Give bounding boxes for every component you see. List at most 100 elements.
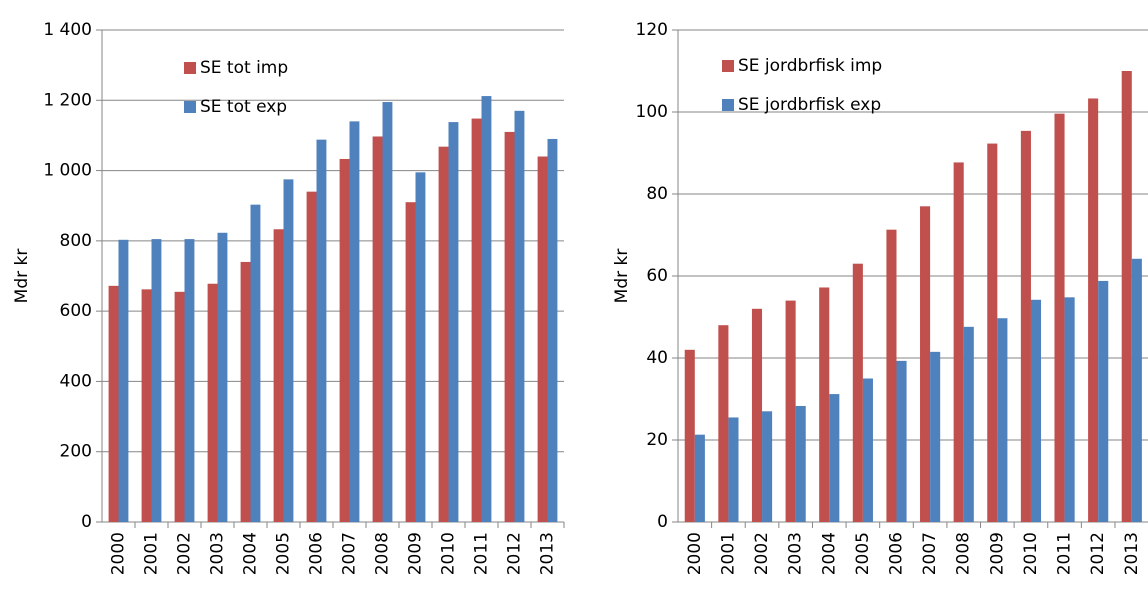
y-tick-label: 60: [646, 266, 668, 286]
legend-swatch: [722, 60, 734, 72]
x-tick-label: 2004: [819, 532, 839, 575]
bar: [415, 172, 426, 523]
y-tick-label: 0: [81, 512, 92, 532]
legend-swatch: [722, 99, 734, 111]
x-tick-label: 2009: [406, 532, 426, 575]
x-tick-label: 2006: [886, 532, 906, 575]
x-tick-label: 2011: [472, 532, 492, 575]
bar: [240, 261, 251, 522]
bar: [481, 96, 492, 522]
bar: [684, 349, 695, 522]
x-tick-label: 2008: [373, 532, 393, 575]
legend-label: SE tot exp: [200, 97, 287, 117]
bar: [694, 434, 705, 522]
bar: [471, 118, 482, 522]
bar: [1064, 297, 1075, 522]
bar: [762, 411, 773, 522]
x-tick-label: 2009: [987, 532, 1007, 575]
legend-swatch: [184, 62, 196, 74]
bar: [1131, 258, 1142, 522]
legend-label: SE jordbrfisk imp: [738, 56, 882, 76]
bar: [819, 287, 830, 522]
bar: [316, 139, 327, 522]
bar: [862, 378, 873, 522]
x-tick-label: 2007: [340, 532, 360, 575]
bar: [795, 405, 806, 522]
bar: [448, 122, 459, 523]
y-axis-label: Mdr kr: [612, 249, 632, 304]
x-tick-label: 2005: [853, 532, 873, 575]
bar: [997, 318, 1008, 522]
bar: [1030, 299, 1042, 522]
y-tick-label: 1 200: [43, 90, 92, 110]
x-tick-label: 2001: [142, 532, 162, 575]
y-tick-label: 120: [636, 20, 668, 40]
bar: [339, 158, 350, 522]
x-tick-label: 2006: [307, 532, 327, 575]
bar: [1121, 71, 1132, 522]
bar: [174, 291, 185, 522]
x-tick-label: 2012: [1088, 532, 1108, 575]
bar: [118, 239, 129, 522]
x-tick-label: 2012: [505, 532, 525, 575]
x-tick-label: 2010: [1021, 532, 1041, 575]
bar: [108, 285, 119, 522]
y-tick-label: 600: [60, 301, 92, 321]
y-tick-label: 400: [60, 371, 92, 391]
y-tick-label: 200: [60, 442, 92, 462]
bar: [405, 202, 416, 522]
x-tick-label: 2001: [718, 532, 738, 575]
bar: [372, 136, 383, 523]
x-tick-label: 2000: [685, 532, 705, 575]
bar: [785, 300, 796, 522]
bar: [151, 239, 162, 522]
x-tick-label: 2003: [786, 532, 806, 575]
x-tick-label: 2002: [752, 532, 772, 575]
bar: [1098, 280, 1109, 522]
y-axis-label: Mdr kr: [12, 249, 32, 304]
x-tick-label: 2010: [439, 532, 459, 575]
bar: [273, 229, 284, 522]
bar: [1054, 113, 1065, 522]
y-tick-label: 20: [646, 430, 668, 450]
bar: [349, 121, 360, 522]
legend-label: SE tot imp: [200, 58, 288, 78]
bar: [930, 351, 941, 522]
bar: [987, 143, 998, 522]
y-tick-label: 800: [60, 231, 92, 251]
bar: [963, 326, 974, 522]
bar: [382, 102, 393, 523]
x-tick-label: 2000: [109, 532, 129, 575]
x-tick-label: 2013: [1122, 532, 1142, 575]
bar: [547, 138, 558, 522]
x-tick-label: 2013: [538, 532, 558, 575]
bar: [852, 263, 863, 522]
bar: [728, 417, 739, 522]
x-tick-label: 2003: [208, 532, 228, 575]
bar: [1020, 130, 1031, 523]
bar: [886, 229, 897, 523]
y-tick-label: 80: [646, 184, 668, 204]
bar: [306, 191, 317, 522]
bar: [217, 232, 228, 522]
x-tick-label: 2004: [241, 532, 261, 575]
x-tick-label: 2011: [1055, 532, 1075, 575]
bar: [1088, 98, 1099, 522]
bar: [184, 239, 195, 522]
bar: [207, 283, 218, 522]
x-tick-label: 2002: [175, 532, 195, 575]
bar: [514, 110, 525, 522]
bar: [896, 360, 907, 522]
y-tick-label: 100: [636, 102, 668, 122]
bar: [250, 204, 261, 522]
bar: [718, 325, 729, 522]
bar: [953, 162, 964, 522]
bar: [920, 206, 931, 523]
x-tick-label: 2007: [920, 532, 940, 575]
bar: [829, 394, 840, 522]
bar: [141, 289, 152, 522]
x-tick-label: 2005: [274, 532, 294, 575]
legend-label: SE jordbrfisk exp: [738, 95, 881, 115]
bar: [283, 179, 294, 522]
